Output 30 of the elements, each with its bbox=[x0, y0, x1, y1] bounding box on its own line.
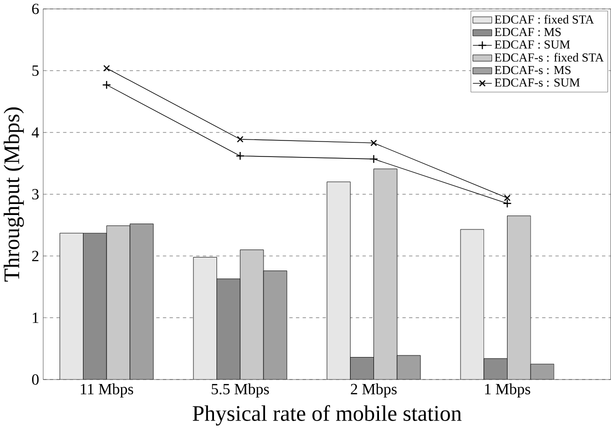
legend-label: EDCAF-s : SUM bbox=[494, 78, 580, 87]
y-tick-label: 5 bbox=[32, 65, 39, 76]
bar bbox=[130, 224, 154, 380]
point bbox=[236, 151, 245, 160]
point bbox=[502, 198, 512, 208]
point bbox=[102, 80, 112, 90]
y-axis-title: Throughput (Mbps) bbox=[4, 107, 24, 282]
point bbox=[103, 64, 110, 72]
x-tick-label: 2 Mbps bbox=[350, 383, 397, 398]
bar bbox=[530, 364, 554, 380]
bar bbox=[263, 270, 288, 380]
x-tick-label: 11 Mbps bbox=[80, 383, 134, 398]
x-tick-label: 5.5 Mbps bbox=[212, 383, 269, 398]
legend-label: EDCAF-s : MS bbox=[494, 66, 571, 74]
y-tick-label: 1 bbox=[32, 312, 38, 323]
legend-label: EDCAF-s : fixed STA bbox=[494, 52, 604, 62]
point bbox=[236, 136, 244, 142]
bar bbox=[396, 355, 421, 380]
x-axis-title: Physical rate of mobile station bbox=[192, 405, 462, 426]
legend-label: EDCAF : MS bbox=[494, 28, 561, 36]
point bbox=[370, 140, 378, 146]
y-tick-label: 4 bbox=[32, 127, 40, 138]
point bbox=[369, 154, 378, 164]
x-tick-label: 1 Mbps bbox=[485, 383, 530, 398]
y-tick-label: 0 bbox=[32, 374, 39, 385]
legend-label: EDCAF : fixed STA bbox=[494, 14, 594, 24]
y-tick-label: 3 bbox=[32, 188, 39, 200]
y-tick-label: 2 bbox=[32, 250, 38, 262]
legend-label: EDCAF : SUM bbox=[494, 40, 570, 49]
y-tick-label: 6 bbox=[32, 4, 39, 14]
